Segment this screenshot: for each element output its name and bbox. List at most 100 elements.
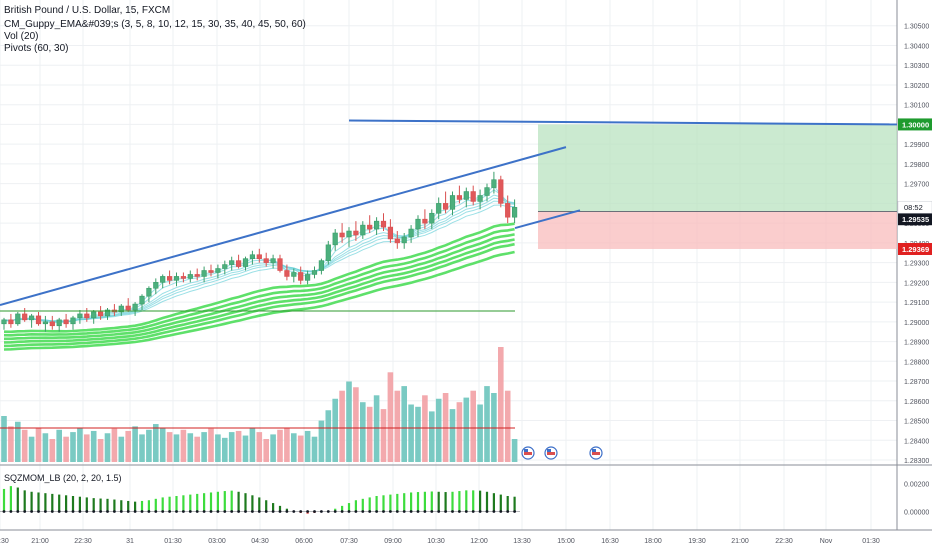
long-position-tool[interactable] bbox=[538, 124, 897, 249]
volume-bar bbox=[394, 390, 401, 462]
economic-event-markers[interactable] bbox=[521, 446, 603, 460]
volume-bar bbox=[222, 437, 228, 462]
candle-body bbox=[470, 191, 476, 202]
candle-body bbox=[477, 195, 483, 202]
squeeze-dot bbox=[182, 510, 185, 513]
indicator-legend-volume[interactable]: Vol (20) bbox=[4, 31, 39, 42]
candle-body bbox=[249, 254, 256, 259]
volume-bar bbox=[70, 432, 76, 462]
price-label-background bbox=[898, 242, 932, 255]
volume-bar bbox=[166, 432, 173, 462]
volume-bar bbox=[242, 435, 249, 462]
squeeze-dot bbox=[306, 510, 309, 513]
lower-trendline[interactable] bbox=[514, 209, 581, 230]
candle-body bbox=[511, 207, 518, 218]
candle-body bbox=[353, 230, 359, 236]
volume-bar bbox=[387, 372, 394, 462]
candle-body bbox=[380, 220, 387, 228]
volume-bar bbox=[318, 420, 325, 462]
candle-body bbox=[436, 203, 442, 214]
squeeze-dot bbox=[499, 510, 503, 513]
guppy-long-ema-30 bbox=[3, 222, 515, 334]
squeeze-dot bbox=[50, 510, 54, 513]
candle-body bbox=[125, 305, 131, 311]
volume-bar bbox=[429, 411, 435, 462]
candle-body bbox=[463, 191, 469, 200]
candle-body bbox=[84, 313, 90, 319]
price-tick-label: 1.30400 bbox=[904, 43, 929, 50]
price-tick-label: 1.28900 bbox=[904, 340, 929, 347]
oscillator-legend[interactable]: SQZMOM_LB (20, 2, 20, 1.5) bbox=[4, 473, 122, 483]
volume-bar bbox=[49, 439, 56, 462]
guppy-long-ema-60 bbox=[3, 250, 515, 351]
squeeze-dot bbox=[140, 510, 144, 513]
time-axis[interactable]: 19:30 21:00 22:30 31 01:30 03:00 04:30 06:00 07:… bbox=[0, 538, 880, 545]
event-flag-icon[interactable] bbox=[521, 446, 535, 460]
squeeze-dot bbox=[485, 510, 489, 513]
squeeze-dot bbox=[492, 510, 496, 513]
volume-bar bbox=[139, 434, 145, 462]
event-flag-icon[interactable] bbox=[589, 446, 603, 460]
price-label-text: 1.29369 bbox=[902, 245, 929, 254]
candle-body bbox=[187, 274, 193, 279]
horizontal-resistance-line[interactable] bbox=[348, 119, 898, 126]
countdown-background bbox=[897, 200, 932, 214]
candle-body bbox=[429, 212, 435, 224]
squeeze-dot bbox=[382, 510, 385, 513]
time-tick-label: 04:30 bbox=[251, 538, 269, 545]
candle-body bbox=[304, 274, 311, 281]
candle-body bbox=[284, 270, 290, 277]
volume-bar bbox=[297, 435, 304, 462]
indicator-legend-pivots[interactable]: Pivots (60, 30) bbox=[4, 43, 69, 54]
loss-zone[interactable] bbox=[538, 211, 897, 249]
volume-bar bbox=[228, 432, 235, 462]
volume-bar bbox=[511, 439, 518, 462]
squeeze-dot bbox=[264, 510, 268, 513]
squeeze-dot bbox=[478, 510, 482, 513]
candle-body bbox=[291, 272, 297, 277]
volume-bar bbox=[353, 387, 359, 462]
volume-bar bbox=[470, 390, 476, 462]
volume-histogram bbox=[1, 347, 518, 462]
candle-body bbox=[42, 321, 48, 325]
volume-bar bbox=[235, 430, 242, 462]
volume-bar bbox=[408, 404, 414, 462]
squeeze-dot bbox=[347, 510, 351, 513]
volume-bar bbox=[422, 395, 428, 462]
volume-bar bbox=[132, 426, 138, 462]
volume-bar bbox=[111, 428, 118, 462]
volume-bar bbox=[35, 427, 42, 462]
squeeze-dot bbox=[513, 510, 516, 513]
candle-body bbox=[456, 195, 463, 200]
volume-bar bbox=[263, 439, 269, 462]
candle-body bbox=[132, 303, 138, 311]
candle-body bbox=[167, 276, 173, 281]
candle-body bbox=[118, 305, 124, 313]
candle-body bbox=[394, 238, 400, 244]
squeeze-dot bbox=[409, 510, 413, 513]
squeeze-dot bbox=[292, 510, 296, 513]
candle-body bbox=[56, 319, 62, 327]
upper-trendline[interactable] bbox=[0, 146, 567, 307]
indicator-legend-guppy[interactable]: CM_Guppy_EMA&#039;s (3, 5, 8, 10, 12, 15… bbox=[4, 19, 306, 30]
time-tick-label: 01:30 bbox=[164, 538, 182, 545]
squeeze-dot bbox=[64, 510, 68, 513]
candle-body bbox=[408, 228, 414, 238]
price-label-badge: 1.29369 bbox=[898, 242, 932, 255]
candle-body bbox=[153, 282, 159, 289]
candle-body bbox=[8, 319, 14, 325]
event-flag-icon[interactable] bbox=[544, 446, 558, 460]
time-tick-label: 06:00 bbox=[295, 538, 313, 545]
squeeze-dot bbox=[471, 510, 475, 513]
trendline-drawings[interactable] bbox=[0, 119, 898, 312]
price-tick-label: 1.28700 bbox=[904, 379, 929, 386]
guppy-long-ema-40 bbox=[4, 233, 515, 341]
time-tick-label: 10:30 bbox=[427, 538, 445, 545]
profit-zone[interactable] bbox=[538, 124, 897, 212]
candle-body bbox=[263, 258, 269, 263]
time-tick-label: 16:30 bbox=[601, 538, 619, 545]
price-axis[interactable]: 1.30500 1.30400 1.30300 1.30200 1.30100 1.300… bbox=[897, 24, 932, 517]
volume-bar bbox=[415, 406, 421, 462]
volume-bar bbox=[456, 402, 463, 462]
